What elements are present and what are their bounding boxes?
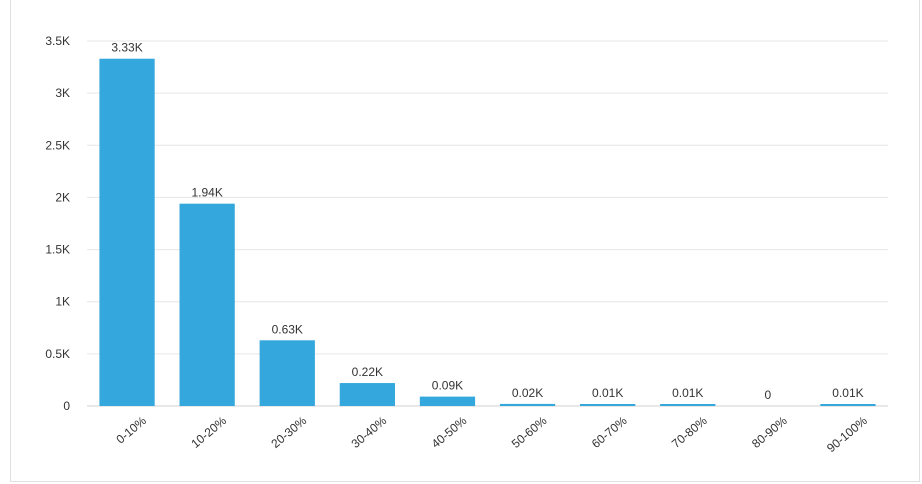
data-label: 3.33K <box>111 41 142 55</box>
y-tick-label: 0.5K <box>45 347 70 361</box>
data-label: 0.63K <box>272 322 303 336</box>
data-labels: 3.33K 1.94K 0.63K 0.22K 0.09K 0.02K 0.01K 0.01K… <box>111 41 863 402</box>
bar-70-80%[interactable] <box>660 404 716 406</box>
bar-0-10%[interactable] <box>99 58 155 406</box>
y-tick-label: 2.5K <box>45 138 70 152</box>
x-tick-label: 30-40% <box>349 413 390 451</box>
x-tick-label: 80-90% <box>749 413 790 451</box>
y-axis-ticks: 0 0.5K 1K 1.5K 2K 2.5K 3K 3.5K <box>45 34 70 413</box>
data-label: 0.09K <box>432 379 463 393</box>
data-label: 0.22K <box>352 365 383 379</box>
bar-20-30%[interactable] <box>259 340 315 406</box>
x-tick-label: 70-80% <box>669 413 710 451</box>
x-tick-label: 50-60% <box>509 413 550 451</box>
y-tick-label: 0 <box>63 399 70 413</box>
x-axis-ticks: 0-10% 10-20% 20-30% 30-40% 40-50% 50-60% 60-70… <box>113 413 870 455</box>
bar-90-100%[interactable] <box>820 404 876 406</box>
data-label: 1.94K <box>191 186 222 200</box>
x-tick-label: 10-20% <box>188 413 229 451</box>
x-tick-label: 20-30% <box>268 413 309 451</box>
bar-10-20%[interactable] <box>179 203 235 406</box>
data-label: 0.01K <box>832 386 863 400</box>
x-tick-label: 40-50% <box>429 413 470 451</box>
y-tick-label: 3K <box>55 86 70 100</box>
bar-40-50%[interactable] <box>419 396 476 406</box>
bar-60-70%[interactable] <box>580 404 636 406</box>
data-label: 0.01K <box>672 386 703 400</box>
x-tick-label: 90-100% <box>824 413 870 455</box>
data-label: 0.02K <box>512 386 543 400</box>
x-tick-label: 60-70% <box>589 413 630 451</box>
bar-30-40%[interactable] <box>339 383 395 406</box>
y-tick-label: 1K <box>55 295 70 309</box>
bar-50-60%[interactable] <box>499 403 556 406</box>
y-tick-label: 1.5K <box>45 243 70 257</box>
y-tick-label: 3.5K <box>45 34 70 48</box>
data-label: 0.01K <box>592 386 623 400</box>
data-label: 0 <box>765 388 772 402</box>
bars <box>99 58 876 406</box>
x-tick-label: 0-10% <box>113 413 149 446</box>
y-tick-label: 2K <box>55 190 70 204</box>
